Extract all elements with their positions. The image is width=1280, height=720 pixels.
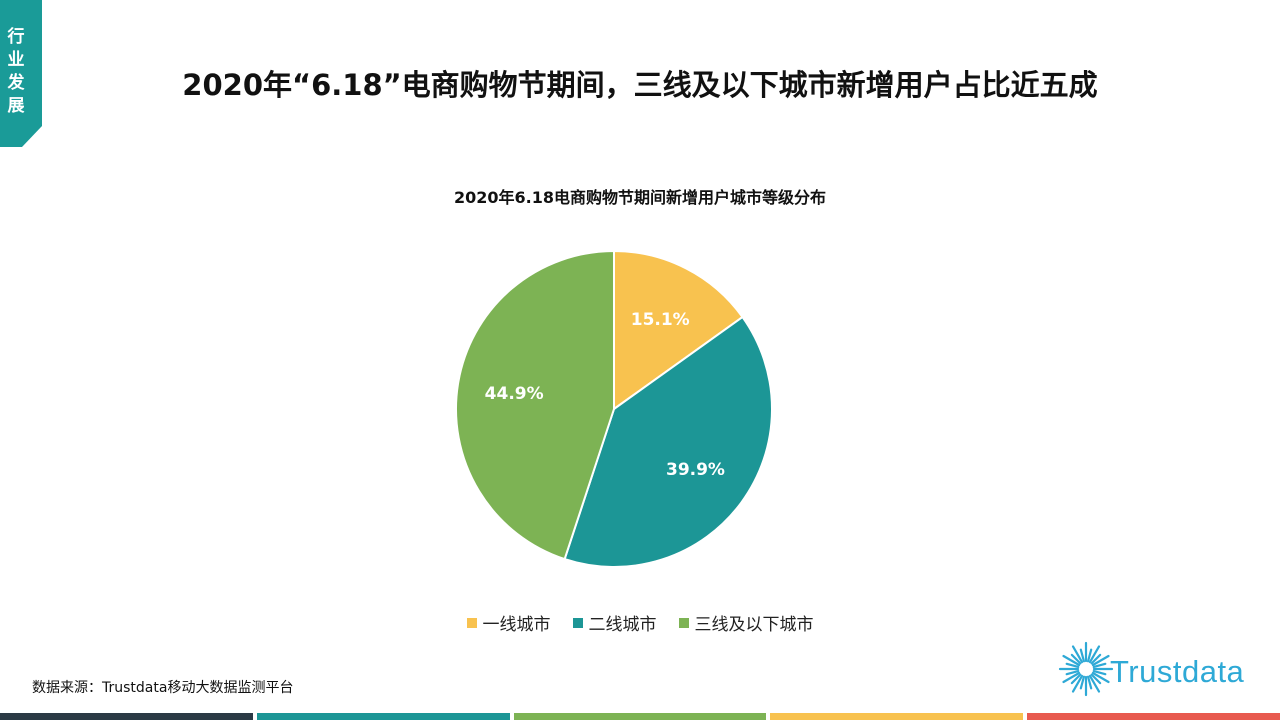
sunburst-ray xyxy=(1070,673,1082,685)
legend-label-tier3: 三线及以下城市 xyxy=(694,615,814,635)
sunburst-icon xyxy=(1058,641,1114,697)
sunburst-ray xyxy=(1071,645,1084,664)
sunburst-ray xyxy=(1086,675,1093,690)
pie-label-tier2: 39.9% xyxy=(666,460,725,480)
bottom-bar-segment xyxy=(513,713,767,720)
bottom-color-bar xyxy=(0,713,1280,720)
sunburst-ray xyxy=(1090,653,1102,665)
legend-item-tier2: 二线城市 xyxy=(572,610,657,635)
sunburst-ray xyxy=(1086,648,1093,663)
side-tab: 行业发展 xyxy=(0,0,42,147)
sunburst-ray xyxy=(1092,669,1107,676)
sunburst-ray xyxy=(1070,653,1082,665)
side-tab-label: 行业发展 xyxy=(7,27,25,116)
pie-slice-tier2 xyxy=(563,315,773,568)
legend-label-tier2: 二线城市 xyxy=(588,615,657,635)
pie-slice-tier3 xyxy=(455,249,615,561)
sunburst-ray xyxy=(1079,675,1086,690)
pie-label-tier3: 44.9% xyxy=(485,384,544,404)
sunburst-ray xyxy=(1090,673,1102,685)
sunburst-ray xyxy=(1088,645,1101,664)
sunburst-ray xyxy=(1091,654,1110,667)
sunburst-ray xyxy=(1092,662,1107,669)
legend-label-tier1: 一线城市 xyxy=(482,615,551,635)
legend-item-tier1: 一线城市 xyxy=(466,610,551,635)
side-tab-shape xyxy=(0,0,42,147)
legend-item-tier3: 三线及以下城市 xyxy=(678,610,814,635)
sunburst-ray xyxy=(1065,669,1080,676)
sunburst-ray xyxy=(1079,648,1086,663)
bottom-bar-segment xyxy=(1027,713,1280,720)
legend-swatch-tier3 xyxy=(678,617,689,628)
legend-swatch-tier1 xyxy=(466,617,477,628)
sunburst-ray xyxy=(1062,671,1081,684)
sunburst-ray xyxy=(1088,674,1101,693)
pie-label-tier1: 15.1% xyxy=(631,310,690,330)
sunburst-ray xyxy=(1062,654,1081,667)
data-source-note: 数据来源：Trustdata移动大数据监测平台 xyxy=(32,680,294,696)
bottom-bar-segment xyxy=(770,713,1024,720)
trustdata-logo: Trustdata xyxy=(1058,634,1268,704)
chart-legend: 一线城市 二线城市 三线及以下城市 xyxy=(0,610,1280,635)
chart-title: 2020年6.18电商购物节期间新增用户城市等级分布 xyxy=(453,188,826,207)
sunburst-ray xyxy=(1065,662,1080,669)
legend-swatch-tier2 xyxy=(572,617,583,628)
sunburst-ray xyxy=(1091,671,1110,684)
pie-slice-tier1 xyxy=(613,249,744,411)
bottom-bar-segment xyxy=(0,713,253,720)
page-title: 2020年“6.18”电商购物节期间，三线及以下城市新增用户占比近五成 xyxy=(182,68,1098,102)
bottom-bar-segment xyxy=(256,713,510,720)
logo-text: Trustdata xyxy=(1110,654,1245,689)
sunburst-ray xyxy=(1071,674,1084,693)
